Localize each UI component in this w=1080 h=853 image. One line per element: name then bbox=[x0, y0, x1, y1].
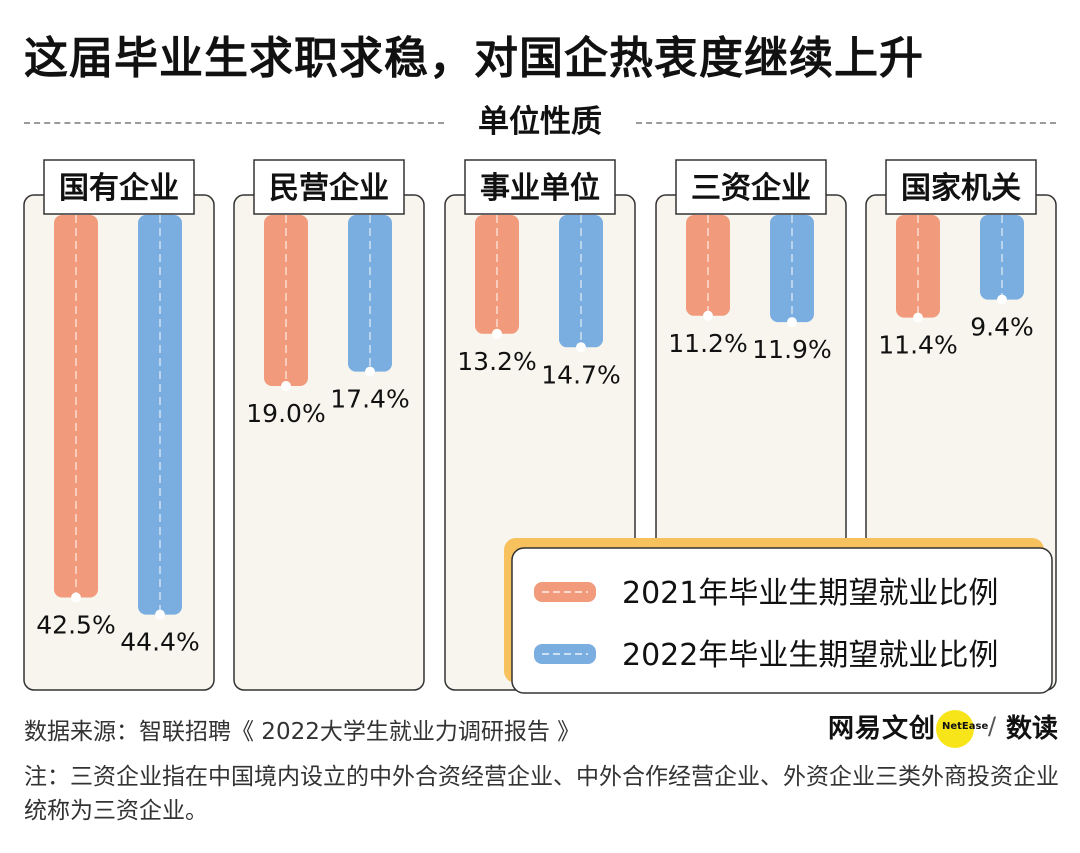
bar-notch bbox=[281, 381, 291, 391]
bar-2021-3 bbox=[686, 215, 730, 316]
data-source: 数据来源：智联招聘《 2022大学生就业力调研报告 》 bbox=[24, 719, 581, 745]
category-tab bbox=[253, 159, 405, 215]
data-label: 42.5% bbox=[36, 611, 115, 640]
bar-chart: 42.5%44.4% 国有企业 19.0% 17.4% 民营企业 13.2% 14.7% 事业… bbox=[23, 159, 1057, 694]
footnote: 注：三资企业指在中国境内设立的中外合资经营企业、中外合作经营企业、外资企业三类外… bbox=[24, 764, 1059, 824]
category-tab bbox=[675, 159, 827, 215]
brand-sub: 数读 bbox=[1006, 714, 1059, 744]
bar-notch bbox=[492, 328, 502, 339]
data-label: 11.2% bbox=[668, 329, 747, 358]
bar-notch bbox=[576, 342, 586, 353]
bar-notch bbox=[365, 366, 375, 377]
category-tab bbox=[885, 159, 1037, 215]
category-tab bbox=[464, 159, 616, 215]
chart-subtitle: 单位性质 bbox=[24, 100, 1056, 144]
bar-notch bbox=[997, 294, 1007, 305]
category-label: 事业单位 bbox=[480, 171, 600, 206]
data-label: 44.4% bbox=[120, 628, 199, 657]
dash-divider-left bbox=[24, 122, 444, 124]
data-label: 11.9% bbox=[752, 335, 831, 364]
category-panel bbox=[233, 194, 425, 691]
bar-2021-4 bbox=[896, 215, 940, 318]
legend-box bbox=[511, 547, 1053, 694]
brand-logo: 网易文创 NetEase / 数读 bbox=[828, 704, 1068, 752]
data-label: 14.7% bbox=[541, 360, 620, 389]
brand-en: NetEase bbox=[942, 721, 989, 732]
bar-2021-0 bbox=[54, 215, 98, 598]
legend-label: 2021年毕业生期望就业比例 bbox=[622, 576, 998, 611]
brand-name: 网易文创 bbox=[828, 714, 937, 744]
data-label: 11.4% bbox=[878, 331, 957, 360]
category-tab bbox=[43, 159, 195, 215]
category-label: 国有企业 bbox=[59, 171, 179, 206]
bar-notch bbox=[787, 317, 797, 328]
category-label: 国家机关 bbox=[901, 171, 1021, 206]
subtitle-row: 单位性质 bbox=[24, 100, 1056, 144]
data-label: 9.4% bbox=[970, 313, 1034, 342]
bar-notch bbox=[71, 592, 81, 603]
bar-notch bbox=[913, 312, 923, 323]
brand-dot-icon bbox=[936, 710, 974, 748]
dash-divider-right bbox=[636, 122, 1056, 124]
bar-notch bbox=[703, 310, 713, 321]
data-label: 19.0% bbox=[246, 399, 325, 428]
chart-title: 这届毕业生求职求稳，对国企热衷度继续上升 bbox=[24, 33, 924, 84]
brand-slash: / bbox=[988, 712, 997, 740]
category-label: 民营企业 bbox=[269, 171, 389, 206]
bar-notch bbox=[155, 609, 165, 620]
data-label: 13.2% bbox=[457, 347, 536, 376]
data-label: 17.4% bbox=[330, 385, 409, 414]
legend-label: 2022年毕业生期望就业比例 bbox=[622, 638, 998, 673]
category-label: 三资企业 bbox=[691, 171, 811, 206]
